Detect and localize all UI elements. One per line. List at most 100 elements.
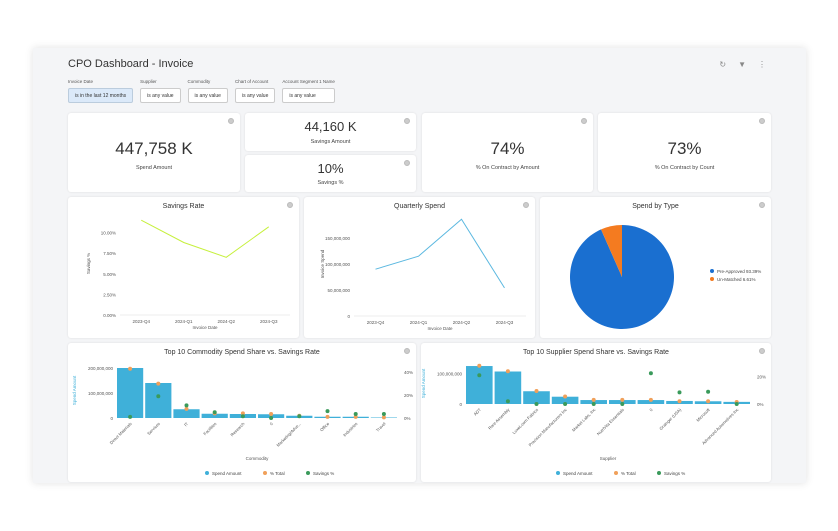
- y-axis-title: Spend Amount: [72, 375, 77, 405]
- filter-value[interactable]: is any value: [140, 88, 181, 103]
- x-tick-label: 2024-Q3: [496, 320, 514, 325]
- gear-icon[interactable]: [759, 118, 765, 124]
- pie-slice: [601, 225, 622, 277]
- pct-total-point: [706, 399, 711, 404]
- x-tick-label: 2024-Q2: [453, 320, 471, 325]
- legend-marker: [710, 277, 714, 281]
- kpi-label: % On Contract by Count: [654, 165, 715, 171]
- series-line: [375, 218, 505, 289]
- more-icon[interactable]: ⋮: [758, 60, 766, 69]
- filter-icon[interactable]: ▼: [738, 60, 746, 69]
- legend-label: Savings %: [313, 471, 334, 476]
- kpi-label: Savings Amount: [310, 139, 351, 145]
- savings-pct-point: [353, 411, 358, 416]
- gear-icon[interactable]: [228, 118, 234, 124]
- kpi-savings-amount: 44,160 K Savings Amount: [245, 113, 416, 151]
- pct-total-point: [477, 363, 482, 368]
- x-axis-title: Commodity: [246, 456, 270, 461]
- x-tick-label: Industries: [342, 421, 358, 437]
- kpi-value: 447,758 K: [115, 139, 193, 158]
- x-tick-label: 2023-Q4: [132, 319, 150, 324]
- x-tick-label: Grainger (USA): [658, 407, 682, 431]
- bar: [551, 396, 579, 404]
- filter-invoice-date[interactable]: Invoice Date is in the last 12 months: [68, 79, 134, 103]
- x-tick-label: Direct Materials: [109, 421, 133, 445]
- filter-value[interactable]: is any value: [187, 88, 228, 103]
- chart-svg: Pre-Approved 93.39% Un-Matched 6.61%: [570, 225, 761, 329]
- y-tick-label: 0: [347, 314, 350, 319]
- y-tick-label: 2.50%: [103, 292, 116, 297]
- savings-pct-point: [734, 402, 739, 406]
- savings-pct-point: [156, 394, 161, 399]
- filter-value[interactable]: is in the last 12 months: [68, 88, 134, 103]
- x-tick-label: Office: [319, 421, 331, 433]
- gear-icon[interactable]: [759, 348, 765, 354]
- kpi-contract-count: 73% % On Contract by Count: [598, 113, 771, 192]
- y-tick-label: 150,000,000: [325, 236, 351, 241]
- legend-label: % Total: [621, 471, 636, 476]
- savings-pct-point: [184, 403, 189, 408]
- bar: [637, 400, 665, 404]
- refresh-icon[interactable]: ↻: [719, 60, 727, 69]
- legend-label: Pre-Approved 93.39%: [717, 269, 761, 274]
- legend-label: Spend Amount: [212, 471, 242, 476]
- gear-icon[interactable]: [759, 202, 765, 208]
- filter-account-segment[interactable]: Account Segment 1 Name is any value: [282, 79, 335, 103]
- y-tick-label: 100,000,000: [437, 372, 463, 377]
- savings-pct-point: [297, 414, 302, 419]
- savings-pct-point: [325, 409, 330, 414]
- x-tick-label: 2024-Q1: [175, 319, 193, 324]
- kpi-label: Savings %: [317, 180, 344, 186]
- x-tick-label: Market Labs, Inc: [571, 407, 596, 432]
- gear-icon[interactable]: [581, 118, 587, 124]
- pct-total-point: [381, 415, 386, 420]
- x-tick-label: NutriVita Essentials: [596, 407, 625, 436]
- spend-by-type-chart: Spend by Type Pre-Approved 93.39% Un-Match…: [540, 197, 771, 338]
- filter-bar: Invoice Date is in the last 12 months Sup…: [68, 79, 335, 103]
- bar: [173, 409, 200, 418]
- savings-pct-point: [534, 402, 539, 406]
- legend-marker: [263, 471, 267, 475]
- y2-tick-label: 20%: [757, 375, 766, 380]
- x-tick-label: Facilities: [202, 421, 217, 436]
- legend-marker: [306, 471, 310, 475]
- savings-pct-point: [128, 414, 133, 419]
- filter-value[interactable]: is any value: [234, 88, 276, 103]
- x-tick-label: 2024-Q1: [410, 320, 428, 325]
- gear-icon[interactable]: [287, 202, 293, 208]
- filter-chart-of-account[interactable]: Chart of Account is any value: [234, 79, 276, 103]
- gear-icon[interactable]: [523, 202, 529, 208]
- savings-pct-point: [648, 371, 653, 376]
- x-tick-label: Marketing/Adve...: [275, 421, 302, 448]
- pct-total-point: [563, 394, 568, 399]
- commodity-spend-chart: Top 10 Commodity Spend Share vs. Savings…: [68, 343, 416, 482]
- legend-marker: [657, 471, 661, 475]
- savings-pct-point: [563, 402, 568, 406]
- y-tick-label: 0: [459, 402, 462, 407]
- y-tick-label: 10.00%: [101, 231, 116, 236]
- y-tick-label: 7.50%: [103, 251, 116, 256]
- gear-icon[interactable]: [404, 348, 410, 354]
- x-tick-label: 2024-Q2: [217, 319, 235, 324]
- y-tick-label: 0.00%: [103, 313, 116, 318]
- y-tick-label: 200,000,000: [88, 366, 114, 371]
- x-tick-label: IT: [183, 421, 189, 427]
- gear-icon[interactable]: [404, 118, 410, 124]
- filter-supplier[interactable]: Supplier is any value: [140, 79, 181, 103]
- filter-commodity[interactable]: Commodity is any value: [187, 79, 228, 103]
- pct-total-point: [156, 381, 161, 386]
- bar: [145, 383, 172, 418]
- pct-total-point: [353, 414, 358, 419]
- kpi-spend-amount: 447,758 K Spend Amount: [68, 113, 240, 192]
- savings-pct-point: [240, 414, 245, 419]
- bar: [117, 368, 144, 418]
- filter-value[interactable]: is any value: [282, 88, 335, 103]
- kpi-label: % On Contract by Amount: [475, 165, 540, 171]
- bar: [466, 366, 493, 404]
- pct-total-point: [620, 397, 625, 402]
- savings-pct-point: [677, 390, 682, 395]
- legend-label: % Total: [270, 471, 285, 476]
- gear-icon[interactable]: [404, 160, 410, 166]
- chart-svg: 0 50,000,000 100,000,000 150,000,000 2023-Q4…: [320, 218, 526, 331]
- x-tick-label: ADT: [473, 407, 483, 417]
